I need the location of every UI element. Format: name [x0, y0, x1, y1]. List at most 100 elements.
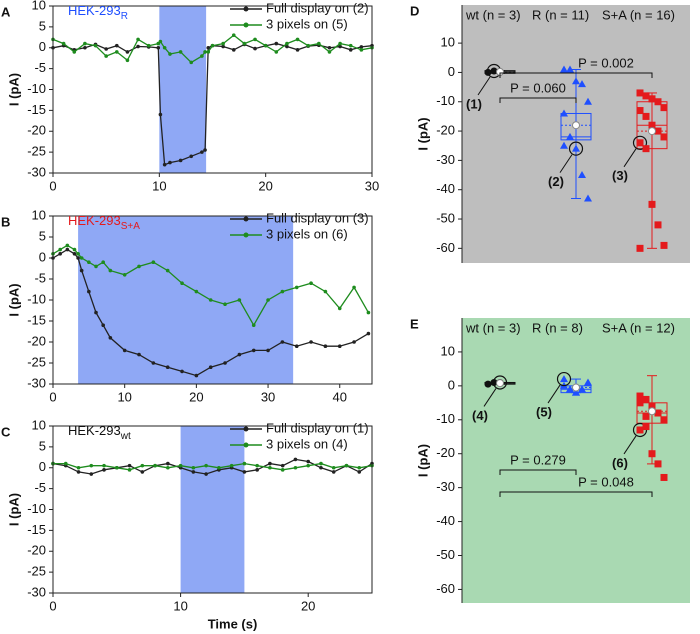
data-point	[484, 380, 492, 388]
trace-point	[125, 58, 130, 63]
data-point	[584, 378, 592, 386]
data-point	[654, 221, 662, 229]
trace-point	[94, 264, 98, 269]
trace-point	[94, 310, 98, 315]
trace-point	[79, 256, 84, 260]
y-tick-label: -10	[436, 93, 455, 108]
y-tick-label: -40	[436, 513, 455, 528]
x-tick-label: 0	[49, 389, 56, 404]
trace-point	[153, 463, 157, 468]
callout-ring	[556, 371, 572, 387]
y-tick-label: -10	[27, 81, 46, 96]
stimulus-shade	[180, 426, 245, 593]
data-point	[642, 395, 650, 403]
data-point	[636, 89, 644, 97]
data-point	[578, 80, 586, 88]
data-point	[578, 171, 586, 179]
trace-point	[280, 340, 285, 344]
trace-point	[61, 41, 66, 46]
trace-point	[293, 465, 298, 470]
trace-point	[217, 465, 221, 470]
trace-point	[306, 459, 311, 464]
group-label: R (n = 8)	[532, 320, 583, 335]
trace-point	[122, 348, 127, 353]
trace-point	[306, 43, 311, 48]
trace-point	[104, 54, 108, 58]
panel-letter: D	[410, 3, 419, 18]
trace-point	[359, 45, 364, 49]
callout-ring	[632, 135, 648, 150]
trace-point	[165, 268, 170, 273]
trace-point	[306, 463, 311, 468]
y-tick-label: 10	[32, 207, 46, 222]
cell-label: HEK-293wt	[68, 423, 131, 441]
x-tick-label: 20	[189, 389, 203, 404]
trace-point	[151, 260, 156, 265]
data-point	[648, 121, 656, 129]
y-tick-label: -10	[436, 411, 455, 426]
group-label: S+A (n = 16)	[602, 7, 675, 22]
y-tick-label: 10	[32, 417, 46, 432]
trace-point	[58, 252, 62, 256]
y-axis-label: I (pA)	[6, 73, 21, 106]
y-axis-label: I (pA)	[415, 444, 430, 477]
data-point	[566, 385, 574, 393]
y-tick-label: -60	[436, 581, 455, 596]
trace-point	[309, 340, 313, 344]
y-tick-label: -30	[27, 584, 46, 599]
trace-point	[359, 48, 364, 52]
data-point	[648, 402, 656, 410]
trace-point	[268, 461, 272, 466]
trace-point	[255, 463, 259, 468]
legend-label: Full display on (3)	[266, 210, 369, 225]
data-point	[642, 412, 650, 420]
group-label: wt (n = 3)	[465, 7, 521, 22]
trace-point	[72, 50, 77, 54]
trace-point	[206, 45, 211, 50]
trace-point	[295, 48, 300, 52]
legend-label: Full display on (1)	[266, 420, 369, 435]
trace-point	[76, 252, 80, 256]
trace-point	[162, 162, 167, 167]
y-tick-label: 10	[32, 0, 46, 12]
y-tick-label: 10	[441, 343, 455, 358]
trace-point	[344, 463, 349, 468]
trace-point	[178, 50, 183, 54]
y-tick-label: -20	[436, 445, 455, 460]
data-point	[660, 473, 668, 481]
callout-arrow	[623, 148, 637, 168]
data-point	[572, 388, 580, 396]
panel-letter: A	[1, 4, 11, 19]
trace-point	[280, 463, 285, 468]
cell-label-main: HEK-293	[68, 213, 121, 228]
y-tick-label: -30	[27, 375, 46, 390]
data-point	[566, 132, 574, 140]
trace-point	[280, 468, 285, 472]
trace-point	[352, 285, 356, 290]
trace	[52, 244, 369, 327]
trace-point	[189, 154, 194, 159]
data-point	[636, 107, 644, 115]
trace-point	[263, 43, 268, 48]
trace-point	[210, 43, 215, 48]
data-point	[636, 399, 644, 407]
trace-point	[93, 43, 98, 48]
data-point	[660, 416, 668, 424]
trace-point	[268, 465, 272, 470]
trace-point	[223, 302, 227, 307]
box	[560, 112, 592, 141]
trace-point	[293, 457, 298, 462]
trace-point	[294, 285, 299, 290]
trace-point	[151, 361, 156, 365]
trace-point	[338, 41, 342, 46]
trace-point	[191, 465, 196, 470]
y-tick-label: -40	[436, 181, 455, 196]
trace-point	[331, 470, 336, 474]
y-tick-label: -25	[27, 354, 46, 369]
data-point	[660, 133, 668, 141]
trace-point	[200, 54, 204, 58]
mean-marker	[496, 379, 504, 388]
y-tick-label: -5	[34, 480, 46, 495]
data-point	[654, 98, 662, 106]
